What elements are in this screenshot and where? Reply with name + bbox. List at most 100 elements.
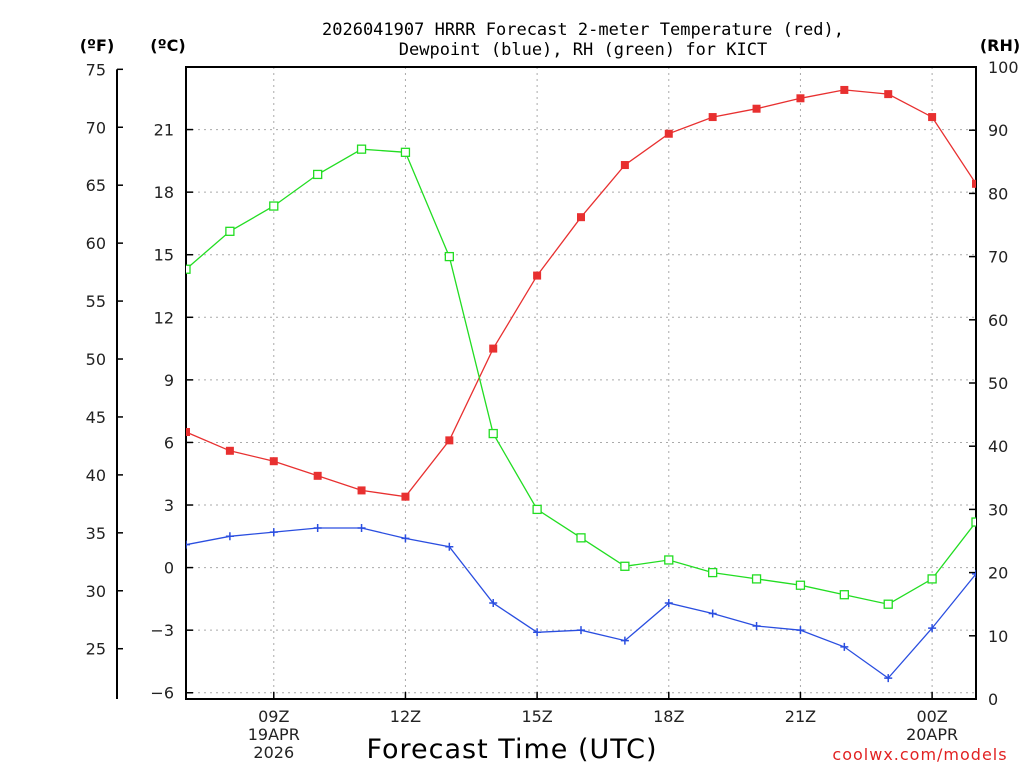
x-tick-label: 19APR (248, 725, 300, 744)
chart-title: 2026041907 HRRR Forecast 2-meter Tempera… (322, 20, 844, 60)
dewpoint-point (796, 626, 805, 635)
relative-humidity-point (927, 574, 937, 584)
dewpoint-point (489, 599, 498, 608)
fahrenheit-tick-label: 70 (86, 118, 106, 137)
relative-humidity-point (400, 147, 411, 157)
temperature-point (577, 213, 585, 222)
x-tick-label: 00Z (916, 707, 947, 726)
temperature-point (401, 492, 410, 501)
relative-humidity-point (313, 169, 323, 180)
relative-humidity-point (751, 574, 762, 584)
gridlines (186, 67, 976, 699)
rh-tick-label: 80 (988, 184, 1008, 203)
fahrenheit-tick-label: 35 (86, 524, 106, 543)
x-tick-label: 12Z (390, 707, 421, 726)
rh-tick-label: 40 (988, 437, 1008, 456)
fahrenheit-tick-label: 40 (86, 466, 106, 485)
relative-humidity-point (795, 580, 806, 590)
temperature-point (928, 113, 937, 122)
relative-humidity-point (839, 590, 849, 600)
relative-humidity-point (356, 144, 367, 154)
plot-frame (185, 66, 977, 700)
temperature-point (357, 486, 366, 495)
rh-tick-label: 30 (988, 500, 1008, 519)
relative-humidity-point (708, 567, 718, 578)
fahrenheit-tick-label: 75 (86, 60, 106, 79)
celsius-tick-label: 9 (164, 371, 174, 390)
fahrenheit-tick-label: 30 (86, 582, 106, 601)
relative-humidity-point (532, 504, 542, 515)
celsius-tick-label: 6 (164, 433, 174, 452)
celsius-tick-label: 3 (164, 496, 174, 515)
dewpoint-point (708, 609, 717, 618)
dewpoint-point (401, 534, 410, 543)
rh-tick-label: 100 (988, 58, 1019, 77)
relative-humidity-point (225, 226, 235, 236)
fahrenheit-tick-label: 65 (86, 176, 106, 195)
fahrenheit-unit-label: (ºF) (80, 36, 115, 55)
rh-tick-label: 70 (988, 248, 1008, 267)
relative-humidity-point (620, 561, 630, 571)
celsius-tick-label: −6 (150, 684, 174, 703)
celsius-tick-label: 15 (154, 246, 174, 265)
dewpoint-point (357, 523, 366, 532)
temperature-point (489, 344, 498, 353)
celsius-tick-label: 12 (154, 308, 174, 327)
x-tick-label: 2026 (253, 743, 294, 762)
temperature-point (708, 113, 717, 122)
temperature-point (796, 94, 805, 103)
celsius-tick-label: 18 (154, 183, 174, 202)
fahrenheit-tick-label: 60 (86, 234, 106, 253)
rh-tick-label: 0 (988, 690, 998, 709)
celsius-tick-label: −3 (150, 621, 174, 640)
rh-tick-label: 60 (988, 311, 1008, 330)
celsius-tick-label: 0 (164, 559, 174, 578)
temperature-point (269, 457, 278, 466)
relative-humidity-point (269, 201, 279, 211)
relative-humidity-point (444, 251, 454, 262)
dewpoint-point (313, 523, 322, 532)
celsius-tick-label: 21 (154, 121, 174, 140)
relative-humidity-point (664, 555, 674, 565)
fahrenheit-tick-label: 55 (86, 292, 106, 311)
dewpoint-point (225, 532, 234, 541)
rh-unit-label: (RH) (980, 36, 1020, 55)
temperature-point (752, 104, 761, 113)
dewpoint-point (533, 628, 542, 637)
relative-humidity-series (186, 144, 976, 609)
rh-tick-label: 10 (988, 627, 1008, 646)
fahrenheit-tick-label: 25 (86, 640, 106, 659)
dewpoint-point (664, 599, 673, 608)
temperature-point (620, 161, 629, 170)
celsius-unit-label: (ºC) (150, 36, 185, 55)
relative-humidity-point (186, 264, 191, 274)
dewpoint-point (269, 528, 278, 537)
dewpoint-point (577, 626, 585, 635)
relative-humidity-point (883, 599, 893, 609)
dewpoint-series (186, 523, 976, 683)
temperature-point (186, 428, 190, 437)
rh-tick-label: 20 (988, 564, 1008, 583)
temperature-point (313, 471, 322, 480)
fahrenheit-tick-label: 50 (86, 350, 106, 369)
x-tick-label: 18Z (653, 707, 684, 726)
temperature-point (533, 271, 542, 280)
temperature-series (186, 85, 976, 501)
data-series (186, 85, 976, 683)
dewpoint-point (928, 624, 937, 633)
x-tick-label: 20APR (906, 725, 958, 744)
relative-humidity-point (576, 533, 586, 543)
temperature-point (884, 90, 893, 99)
temperature-point (664, 129, 673, 138)
temperature-point (445, 436, 454, 445)
dewpoint-point (884, 674, 893, 683)
rh-tick-label: 50 (988, 374, 1008, 393)
dewpoint-point (445, 542, 454, 551)
temperature-point (840, 85, 849, 94)
dewpoint-line (186, 527, 976, 679)
source-credit: coolwx.com/models (832, 745, 1007, 764)
relative-humidity-point (488, 428, 498, 439)
dewpoint-point (752, 621, 761, 630)
dewpoint-point (186, 540, 190, 549)
